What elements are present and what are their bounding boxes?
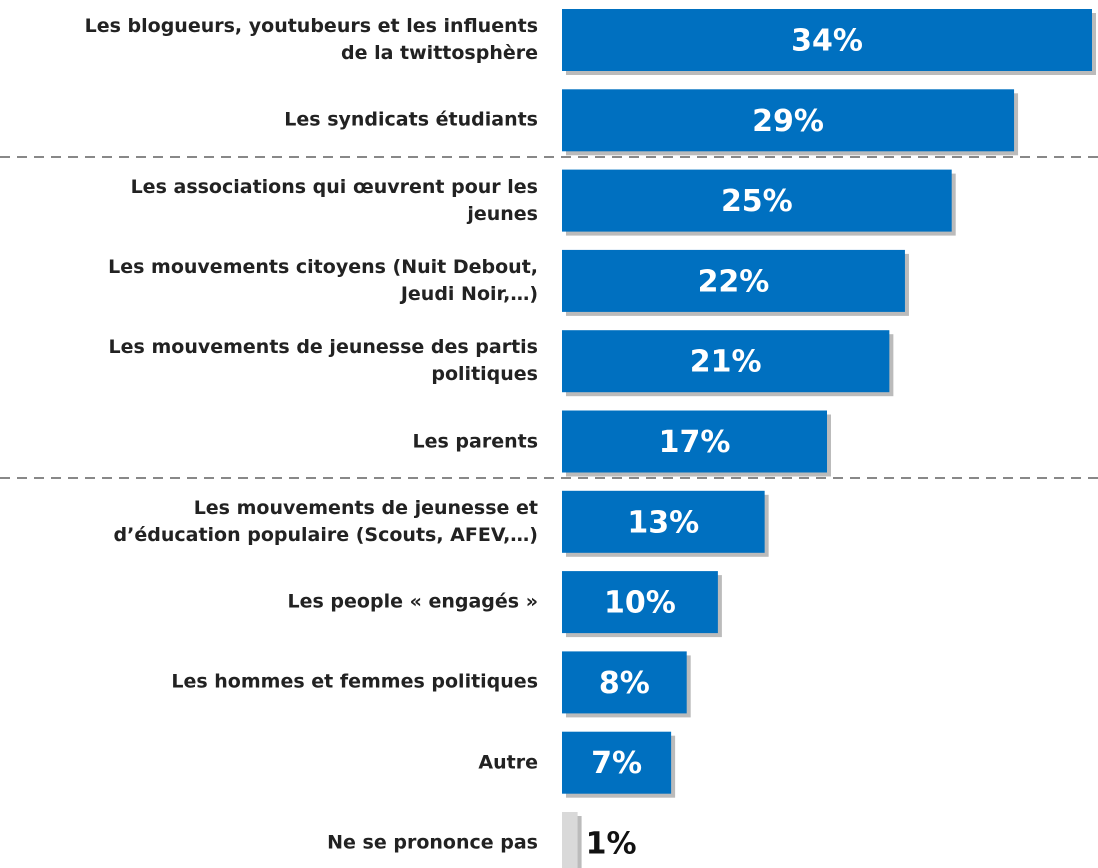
bar (562, 651, 687, 714)
category-label: Les parents (412, 430, 538, 452)
category-label: Les mouvements de jeunesse et d’éducatio… (113, 496, 538, 546)
value-label: 13% (627, 505, 699, 540)
value-label: 34% (791, 24, 863, 59)
bar (562, 812, 578, 868)
category-label: Les hommes et femmes politiques (171, 670, 538, 693)
value-label: 1% (586, 827, 637, 862)
value-label: 21% (690, 345, 762, 380)
value-label: 17% (659, 425, 731, 460)
bar (562, 9, 1092, 71)
value-label: 10% (604, 586, 676, 621)
bar (562, 169, 952, 232)
category-label: Les syndicats étudiants (284, 108, 538, 131)
category-label: Les mouvements de jeunesse des partis po… (108, 336, 538, 386)
bar (562, 571, 718, 634)
value-label: 22% (698, 264, 770, 299)
value-label: 8% (599, 666, 650, 701)
bar (562, 89, 1015, 152)
category-label: Les people « engagés » (287, 590, 538, 613)
bar (562, 731, 672, 794)
bar (562, 330, 890, 393)
bar (562, 249, 905, 312)
category-label: Ne se prononce pas (327, 831, 538, 854)
category-label: Les mouvements citoyens (Nuit Debout, Je… (108, 255, 538, 305)
value-label: 7% (591, 746, 642, 781)
bar (562, 410, 827, 473)
bar (562, 490, 765, 553)
value-label: 29% (752, 104, 824, 139)
category-label: Autre (478, 751, 538, 774)
value-label: 25% (721, 184, 793, 219)
category-label: Les associations qui œuvrent pour les je… (130, 175, 538, 225)
category-label: Les blogueurs, youtubeurs et les influen… (84, 15, 538, 64)
